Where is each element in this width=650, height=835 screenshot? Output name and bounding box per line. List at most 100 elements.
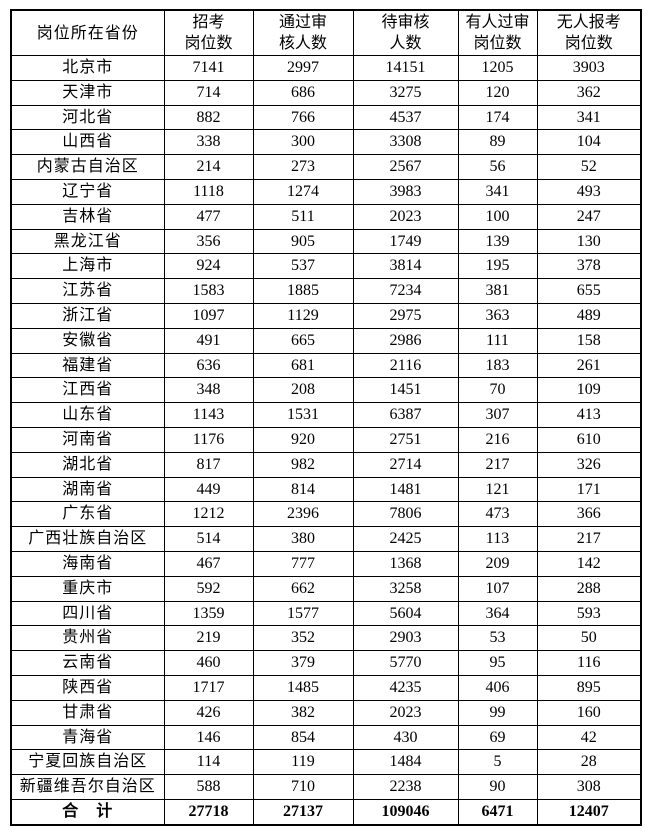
value-cell: 2567 xyxy=(352,154,459,180)
total-value-cell: 6471 xyxy=(457,798,538,826)
value-cell: 366 xyxy=(536,501,642,528)
table-row: 青海省 146 854 430 69 42 xyxy=(10,724,642,751)
province-recruitment-table: 岗位所在省份 招考 岗位数 通过审 核人数 待审核 人数 有人过审 岗位数 无人… xyxy=(10,9,642,827)
value-cell: 95 xyxy=(457,650,538,676)
province-name-cell: 陕西省 xyxy=(10,674,165,701)
table-row: 北京市 7141 2997 14151 1205 3903 xyxy=(10,55,642,81)
value-cell: 489 xyxy=(536,302,642,329)
province-name-cell: 上海市 xyxy=(10,253,165,280)
value-cell: 90 xyxy=(457,774,538,800)
value-cell: 1212 xyxy=(163,501,254,528)
value-cell: 3258 xyxy=(352,575,459,602)
column-header-pending-review: 待审核 人数 xyxy=(352,9,459,56)
value-cell: 56 xyxy=(457,154,538,180)
value-cell: 104 xyxy=(536,129,642,156)
value-cell: 2238 xyxy=(352,774,459,800)
value-cell: 1118 xyxy=(163,178,254,205)
value-cell: 1359 xyxy=(163,600,254,627)
value-cell: 195 xyxy=(457,253,538,280)
province-name-cell: 河北省 xyxy=(10,104,165,131)
value-cell: 109 xyxy=(536,377,642,404)
province-name-cell: 新疆维吾尔自治区 xyxy=(10,774,165,800)
province-name-cell: 贵州省 xyxy=(10,625,165,652)
value-cell: 4537 xyxy=(352,104,459,131)
value-cell: 341 xyxy=(536,104,642,131)
table-row: 重庆市 592 662 3258 107 288 xyxy=(10,575,642,602)
table-row: 陕西省 1717 1485 4235 406 895 xyxy=(10,674,642,701)
value-cell: 247 xyxy=(536,203,642,230)
value-cell: 473 xyxy=(457,501,538,528)
province-name-cell: 山西省 xyxy=(10,129,165,156)
table-row: 湖北省 817 982 2714 217 326 xyxy=(10,451,642,478)
table-row: 江苏省 1583 1885 7234 381 655 xyxy=(10,278,642,304)
value-cell: 209 xyxy=(457,550,538,577)
value-cell: 2116 xyxy=(352,352,459,379)
value-cell: 214 xyxy=(163,154,254,180)
province-name-cell: 山东省 xyxy=(10,402,165,428)
value-cell: 120 xyxy=(457,79,538,106)
value-cell: 665 xyxy=(252,327,354,354)
value-cell: 171 xyxy=(536,476,642,503)
value-cell: 593 xyxy=(536,600,642,627)
value-cell: 477 xyxy=(163,203,254,230)
value-cell: 7234 xyxy=(352,278,459,304)
value-cell: 53 xyxy=(457,625,538,652)
table-row: 山西省 338 300 3308 89 104 xyxy=(10,129,642,156)
value-cell: 261 xyxy=(536,352,642,379)
province-name-cell: 海南省 xyxy=(10,550,165,577)
province-name-cell: 北京市 xyxy=(10,55,165,81)
value-cell: 116 xyxy=(536,650,642,676)
value-cell: 378 xyxy=(536,253,642,280)
value-cell: 905 xyxy=(252,228,354,255)
value-cell: 7806 xyxy=(352,501,459,528)
table-row: 河南省 1176 920 2751 216 610 xyxy=(10,426,642,453)
value-cell: 1577 xyxy=(252,600,354,627)
value-cell: 6387 xyxy=(352,402,459,428)
table-row: 天津市 714 686 3275 120 362 xyxy=(10,79,642,106)
value-cell: 2986 xyxy=(352,327,459,354)
value-cell: 356 xyxy=(163,228,254,255)
province-name-cell: 宁夏回族自治区 xyxy=(10,749,165,776)
value-cell: 217 xyxy=(457,451,538,478)
table-row: 云南省 460 379 5770 95 116 xyxy=(10,650,642,676)
table-row: 海南省 467 777 1368 209 142 xyxy=(10,550,642,577)
table-row: 贵州省 219 352 2903 53 50 xyxy=(10,625,642,652)
value-cell: 924 xyxy=(163,253,254,280)
value-cell: 70 xyxy=(457,377,538,404)
table-row: 广西壮族自治区 514 380 2425 113 217 xyxy=(10,526,642,552)
table-row: 山东省 1143 1531 6387 307 413 xyxy=(10,402,642,428)
value-cell: 982 xyxy=(252,451,354,478)
value-cell: 406 xyxy=(457,674,538,701)
value-cell: 121 xyxy=(457,476,538,503)
value-cell: 460 xyxy=(163,650,254,676)
value-cell: 160 xyxy=(536,699,642,726)
value-cell: 588 xyxy=(163,774,254,800)
value-cell: 1531 xyxy=(252,402,354,428)
value-cell: 493 xyxy=(536,178,642,205)
table-row: 四川省 1359 1577 5604 364 593 xyxy=(10,600,642,627)
province-name-cell: 安徽省 xyxy=(10,327,165,354)
province-name-cell: 广西壮族自治区 xyxy=(10,526,165,552)
province-name-cell: 四川省 xyxy=(10,600,165,627)
province-name-cell: 湖南省 xyxy=(10,476,165,503)
value-cell: 341 xyxy=(457,178,538,205)
table-row: 新疆维吾尔自治区 588 710 2238 90 308 xyxy=(10,774,642,800)
value-cell: 1583 xyxy=(163,278,254,304)
value-cell: 326 xyxy=(536,451,642,478)
column-header-recruit-positions: 招考 岗位数 xyxy=(163,9,254,56)
value-cell: 14151 xyxy=(352,55,459,81)
table-row: 吉林省 477 511 2023 100 247 xyxy=(10,203,642,230)
value-cell: 273 xyxy=(252,154,354,180)
total-value-cell: 27718 xyxy=(163,798,254,826)
value-cell: 3814 xyxy=(352,253,459,280)
value-cell: 352 xyxy=(252,625,354,652)
value-cell: 381 xyxy=(457,278,538,304)
province-name-cell: 重庆市 xyxy=(10,575,165,602)
value-cell: 1717 xyxy=(163,674,254,701)
total-value-cell: 12407 xyxy=(536,798,642,826)
value-cell: 364 xyxy=(457,600,538,627)
value-cell: 814 xyxy=(252,476,354,503)
value-cell: 449 xyxy=(163,476,254,503)
value-cell: 2396 xyxy=(252,501,354,528)
value-cell: 100 xyxy=(457,203,538,230)
